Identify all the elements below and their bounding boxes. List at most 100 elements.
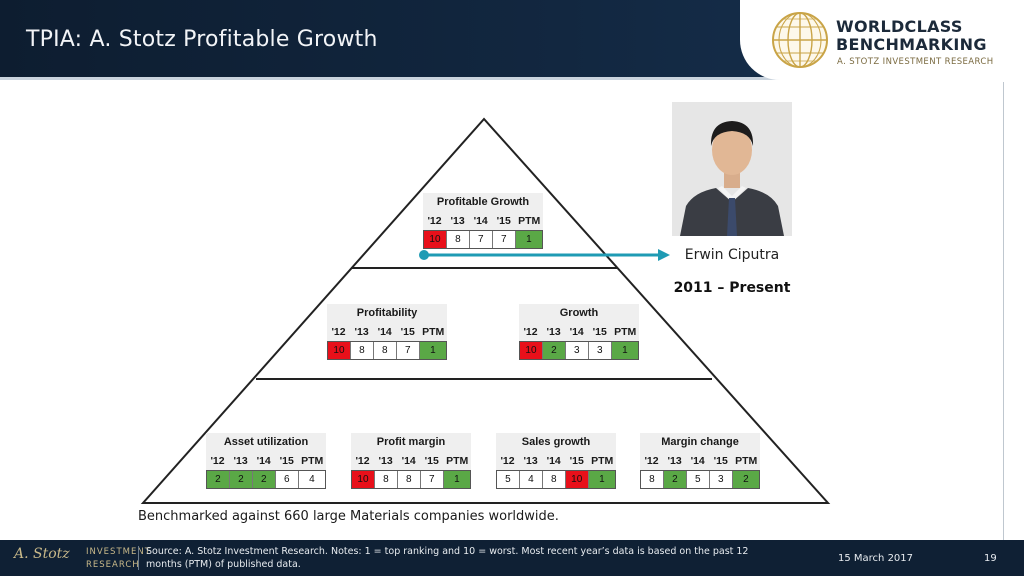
- score-cell: 7: [420, 471, 444, 488]
- score-cell: 2: [732, 471, 759, 488]
- ceo-name: Erwin Ciputra: [684, 247, 780, 263]
- page-number: 19: [984, 553, 997, 564]
- score-cell: 10: [328, 342, 351, 359]
- score-cell: 7: [469, 231, 493, 248]
- ceo-connector-arrowhead: [658, 249, 670, 261]
- score-box-growth: Growth '12 '13 '14 '15 PTM 10 2 3 3 1: [519, 304, 639, 360]
- logo-tagline: A. STOTZ INVESTMENT RESEARCH: [837, 57, 994, 67]
- score-cell: 4: [519, 471, 543, 488]
- slide-right-divider: [1003, 82, 1004, 542]
- score-cell: 8: [374, 471, 398, 488]
- score-cell: 10: [352, 471, 375, 488]
- ceo-tenure: 2011 – Present: [673, 280, 791, 296]
- score-cell: 2: [207, 471, 230, 488]
- slide-header: TPIA: A. Stotz Profitable Growth WORLDCL…: [0, 0, 1024, 80]
- score-box-values-row: 10 2 3 3 1: [519, 341, 639, 360]
- score-box-header-row: '12 '13 '14 '15 PTM: [640, 452, 760, 470]
- col-header-12: '12: [500, 455, 515, 467]
- score-box-header-row: '12 '13 '14 '15 PTM: [351, 452, 471, 470]
- score-cell: 10: [424, 231, 447, 248]
- col-header-15: '15: [424, 455, 439, 467]
- score-box-header-row: '12 '13 '14 '15 PTM: [327, 323, 447, 341]
- slide-footer: A. Stotz INVESTMENT RESEARCH Source: A. …: [0, 540, 1024, 576]
- score-cell: 8: [446, 231, 470, 248]
- footer-separator: [138, 546, 139, 570]
- score-cell: 2: [542, 342, 566, 359]
- score-cell: 5: [497, 471, 520, 488]
- col-header-14: '14: [569, 326, 584, 338]
- score-box-title: Profitability: [327, 304, 447, 323]
- score-box-title: Asset utilization: [206, 433, 326, 452]
- footer-brand-line2: RESEARCH: [86, 560, 140, 570]
- score-box-title: Sales growth: [496, 433, 616, 452]
- col-header-ptm: PTM: [518, 215, 541, 227]
- score-cell: 8: [397, 471, 421, 488]
- col-header-15: '15: [569, 455, 584, 467]
- score-box-title: Profitable Growth: [423, 193, 543, 212]
- score-cell: 1: [588, 471, 615, 488]
- score-cell: 6: [275, 471, 299, 488]
- footer-brand-line1: INVESTMENT: [86, 547, 151, 557]
- score-cell: 10: [520, 342, 543, 359]
- col-header-14: '14: [690, 455, 705, 467]
- score-box-sales-growth: Sales growth '12 '13 '14 '15 PTM 5 4 8 1…: [496, 433, 616, 489]
- score-cell: 3: [709, 471, 733, 488]
- col-header-12: '12: [355, 455, 370, 467]
- score-box-title: Growth: [519, 304, 639, 323]
- col-header-13: '13: [354, 326, 369, 338]
- col-header-12: '12: [427, 215, 442, 227]
- col-header-14: '14: [401, 455, 416, 467]
- score-box-header-row: '12 '13 '14 '15 PTM: [519, 323, 639, 341]
- score-cell: 2: [252, 471, 276, 488]
- col-header-15: '15: [713, 455, 728, 467]
- col-header-12: '12: [210, 455, 225, 467]
- score-box-values-row: 8 2 5 3 2: [640, 470, 760, 489]
- score-box-margin-change: Margin change '12 '13 '14 '15 PTM 8 2 5 …: [640, 433, 760, 489]
- col-header-15: '15: [279, 455, 294, 467]
- logo-panel: WORLDCLASS BENCHMARKING A. STOTZ INVESTM…: [740, 0, 1024, 80]
- ceo-connector-dot: [419, 250, 429, 260]
- col-header-15: '15: [496, 215, 511, 227]
- score-cell: 8: [373, 342, 397, 359]
- score-box-title: Profit margin: [351, 433, 471, 452]
- score-cell: 2: [663, 471, 687, 488]
- footer-date: 15 March 2017: [838, 553, 914, 564]
- score-cell: 1: [515, 231, 542, 248]
- col-header-13: '13: [233, 455, 248, 467]
- col-header-14: '14: [473, 215, 488, 227]
- col-header-15: '15: [400, 326, 415, 338]
- col-header-13: '13: [667, 455, 682, 467]
- col-header-14: '14: [546, 455, 561, 467]
- score-cell: 5: [686, 471, 710, 488]
- score-box-asset-utilization: Asset utilization '12 '13 '14 '15 PTM 2 …: [206, 433, 326, 489]
- slide-title: TPIA: A. Stotz Profitable Growth: [26, 27, 378, 52]
- col-header-12: '12: [644, 455, 659, 467]
- score-box-profitability: Profitability '12 '13 '14 '15 PTM 10 8 8…: [327, 304, 447, 360]
- score-box-title: Margin change: [640, 433, 760, 452]
- score-box-values-row: 5 4 8 10 1: [496, 470, 616, 489]
- col-header-ptm: PTM: [301, 455, 324, 467]
- score-box-values-row: 2 2 2 6 4: [206, 470, 326, 489]
- col-header-13: '13: [450, 215, 465, 227]
- score-cell: 7: [492, 231, 516, 248]
- col-header-ptm: PTM: [614, 326, 637, 338]
- globe-icon: [772, 12, 828, 68]
- col-header-ptm: PTM: [735, 455, 758, 467]
- score-cell: 8: [641, 471, 664, 488]
- score-box-profit-margin: Profit margin '12 '13 '14 '15 PTM 10 8 8…: [351, 433, 471, 489]
- score-cell: 1: [443, 471, 470, 488]
- score-cell: 7: [396, 342, 420, 359]
- score-cell: 1: [611, 342, 638, 359]
- col-header-12: '12: [523, 326, 538, 338]
- score-box-values-row: 10 8 8 7 1: [351, 470, 471, 489]
- score-cell: 10: [565, 471, 589, 488]
- col-header-13: '13: [546, 326, 561, 338]
- pyramid-outline: [140, 117, 831, 504]
- score-cell: 2: [229, 471, 253, 488]
- col-header-13: '13: [378, 455, 393, 467]
- benchmark-note: Benchmarked against 660 large Materials …: [138, 509, 559, 524]
- score-cell: 4: [298, 471, 325, 488]
- signature-logo: A. Stotz: [14, 546, 70, 562]
- score-cell: 3: [588, 342, 612, 359]
